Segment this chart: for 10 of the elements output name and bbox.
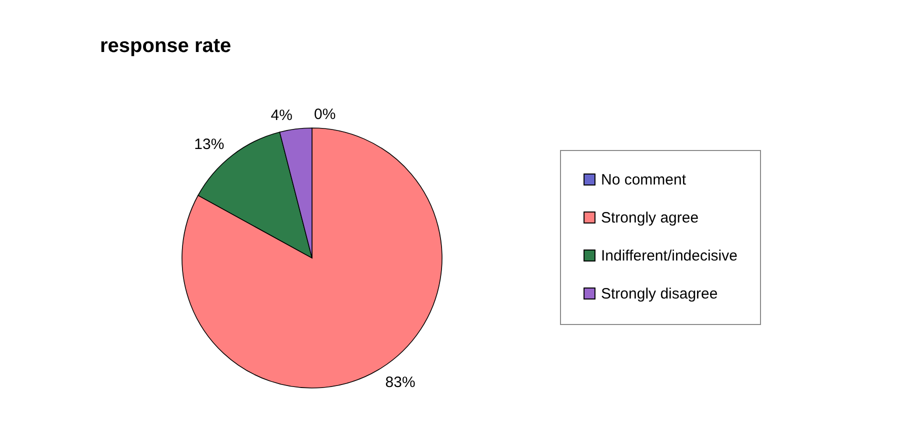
data-label: 13% [194,136,224,154]
chart-title: response rate [100,35,232,57]
data-label: 83% [385,374,416,391]
data-label: 4% [270,107,292,124]
text: 0% [314,106,336,123]
legend-label: Strongly agree [601,210,699,226]
pie-slice [182,128,442,388]
legend-label: Indifferent/indecisive [601,248,738,264]
legend-label: Strongly disagree [601,286,718,302]
legend-label: No comment [601,172,687,188]
